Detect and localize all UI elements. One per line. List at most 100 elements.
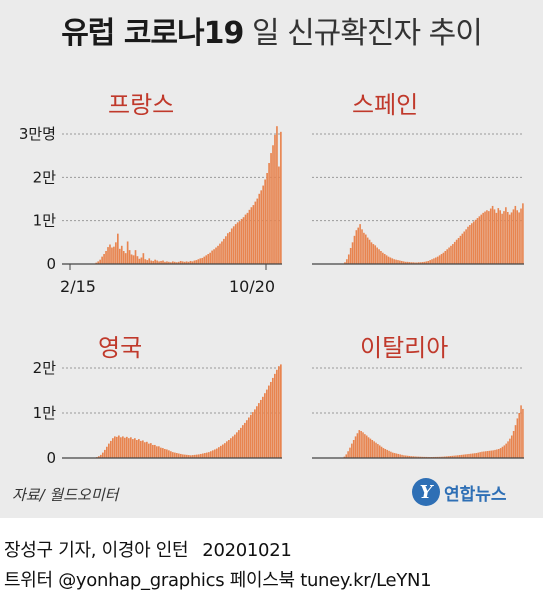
bar — [215, 247, 217, 264]
bar — [120, 245, 123, 264]
bar — [138, 258, 141, 264]
bar — [278, 166, 280, 264]
bar — [128, 438, 130, 458]
bar — [453, 241, 456, 264]
panel-title: 프랑스 — [108, 91, 174, 119]
x-tick-label: 10/20 — [229, 277, 275, 296]
bar — [130, 437, 132, 458]
bar — [351, 443, 353, 458]
bar — [472, 221, 475, 264]
bar — [363, 232, 365, 264]
bar — [150, 260, 153, 264]
bar — [146, 260, 149, 264]
bar — [501, 446, 504, 458]
bar — [482, 212, 484, 264]
bar — [383, 254, 386, 264]
bar — [154, 259, 156, 264]
bar — [505, 443, 507, 458]
bar — [399, 454, 401, 458]
bar — [224, 443, 226, 458]
y-tick-label: 1만 — [33, 212, 57, 230]
bar — [256, 406, 258, 458]
bar — [442, 456, 444, 458]
bar — [418, 456, 420, 458]
bar — [496, 449, 498, 458]
bar — [180, 453, 182, 458]
y-tick-label: 2만 — [33, 168, 57, 186]
bar — [389, 257, 392, 264]
bar — [174, 452, 176, 458]
bar — [477, 452, 480, 458]
bar — [433, 258, 435, 264]
bar — [276, 126, 278, 264]
bar — [444, 456, 446, 458]
bar — [387, 256, 390, 264]
bar — [499, 448, 502, 458]
bar — [100, 454, 102, 458]
bar — [464, 454, 467, 458]
bar — [358, 430, 361, 458]
bar — [132, 255, 135, 264]
bar — [260, 399, 262, 458]
bar — [378, 445, 381, 458]
bar — [148, 443, 150, 458]
panel-title: 이탈리아 — [360, 334, 448, 362]
bar — [106, 446, 108, 458]
bar — [491, 205, 494, 264]
bar — [481, 451, 483, 458]
bar — [347, 451, 349, 458]
bar — [401, 454, 403, 458]
bar — [97, 261, 100, 264]
bar — [166, 261, 168, 264]
bar — [262, 396, 264, 458]
bar — [360, 431, 362, 458]
bar — [404, 261, 407, 264]
bar — [278, 366, 280, 458]
bar — [250, 207, 253, 264]
bar — [204, 453, 206, 458]
bar — [144, 259, 147, 264]
bar — [518, 212, 520, 264]
bar — [154, 444, 156, 458]
title-bold: 유럽 코로나19 — [61, 16, 244, 51]
bar — [172, 452, 174, 458]
bar — [99, 259, 101, 264]
bar — [122, 251, 125, 264]
bar — [208, 452, 210, 458]
bar — [246, 212, 249, 264]
bar — [252, 412, 254, 458]
bar — [252, 205, 255, 264]
bar — [205, 255, 208, 264]
bar — [114, 436, 116, 458]
bar — [234, 434, 236, 458]
bar — [212, 450, 214, 458]
bar — [140, 257, 143, 264]
bar — [113, 246, 115, 264]
bar — [230, 438, 232, 458]
bar — [505, 207, 507, 264]
bar — [242, 217, 245, 264]
bar — [181, 261, 184, 264]
bar — [476, 218, 479, 264]
bar — [400, 260, 403, 264]
bar — [473, 453, 476, 458]
bar — [386, 449, 388, 458]
bar — [182, 454, 184, 458]
bar — [351, 242, 354, 264]
bar — [475, 453, 478, 458]
bar — [391, 452, 394, 458]
bar — [274, 134, 276, 264]
bar — [232, 226, 235, 264]
bar — [156, 446, 158, 458]
bar — [230, 228, 233, 264]
bar — [238, 221, 241, 264]
bar — [429, 260, 431, 264]
bar — [431, 259, 433, 264]
bar — [494, 449, 496, 458]
bar — [462, 454, 465, 459]
bar — [388, 450, 390, 458]
bar — [198, 454, 200, 458]
bar — [488, 211, 490, 264]
bar — [138, 439, 140, 458]
